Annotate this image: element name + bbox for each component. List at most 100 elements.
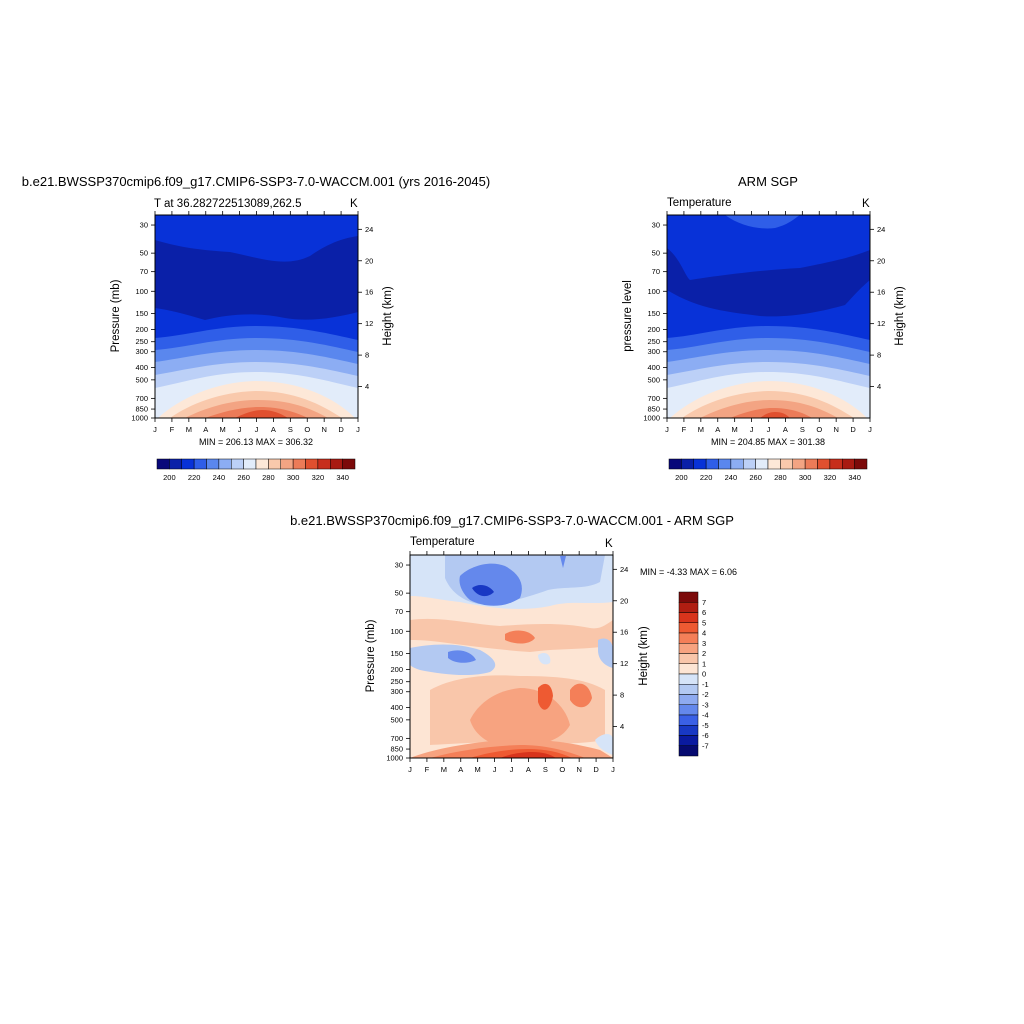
colorbar: 200 220 240 260 280 300 320 340: [668, 458, 868, 482]
month-tick-label: M: [186, 425, 192, 434]
pressure-tick-label: 100: [647, 287, 660, 296]
colorbar-box: [678, 602, 699, 613]
colorbar-label: 0: [702, 670, 706, 679]
height-tick-label: 20: [365, 256, 373, 265]
month-tick-label: D: [593, 765, 599, 774]
pressure-tick-label: 850: [647, 405, 660, 414]
pressure-tick-label: 400: [135, 363, 148, 372]
month-tick-label: A: [203, 425, 208, 434]
pressure-tick-label: 150: [390, 649, 403, 658]
month-tick-label: M: [475, 765, 481, 774]
pressure-tick-label: 400: [647, 363, 660, 372]
month-tick-label: J: [493, 765, 497, 774]
colorbar-box: [678, 643, 699, 654]
month-tick-label: S: [543, 765, 548, 774]
colorbar-box: [678, 684, 699, 695]
pressure-tick-label: 70: [140, 267, 148, 276]
month-tick-label: F: [170, 425, 175, 434]
month-tick-label: J: [767, 425, 771, 434]
height-tick-label: 12: [620, 659, 628, 668]
month-tick-label: F: [682, 425, 687, 434]
colorbar-label: 2: [702, 649, 706, 658]
month-tick-label: J: [408, 765, 412, 774]
height-tick-label: 16: [365, 288, 373, 297]
contour-field: [667, 215, 870, 418]
pressure-tick-label: 30: [395, 561, 403, 570]
colorbar-box: [804, 458, 818, 470]
colorbar-label: 300: [799, 473, 812, 482]
panel-title: b.e21.BWSSP370cmip6.f09_g17.CMIP6-SSP3-7…: [22, 174, 490, 189]
y-axis-right-label: Height (km): [382, 286, 394, 346]
month-tick-label: M: [441, 765, 447, 774]
pressure-tick-label: 300: [647, 347, 660, 356]
units-label: K: [605, 538, 613, 550]
month-tick-label: N: [576, 765, 581, 774]
month-tick-label: S: [800, 425, 805, 434]
units-label: K: [862, 198, 870, 210]
colorbar-box: [854, 458, 868, 470]
colorbar-box: [705, 458, 719, 470]
height-tick-label: 4: [877, 382, 881, 391]
colorbar-box: [678, 663, 699, 675]
month-tick-label: A: [783, 425, 788, 434]
colorbar-box: [243, 458, 257, 470]
colorbar-box: [668, 458, 682, 470]
height-tick-label: 20: [620, 596, 628, 605]
pressure-tick-label: 1000: [386, 754, 403, 763]
pressure-tick-label: 30: [140, 221, 148, 230]
colorbar-label: 3: [702, 639, 706, 648]
min-max-label: MIN = 206.13 MAX = 306.32: [199, 437, 313, 447]
panel-model: b.e21.BWSSP370cmip6.f09_g17.CMIP6-SSP3-7…: [22, 174, 490, 482]
pressure-tick-label: 700: [135, 394, 148, 403]
colorbar-label: 200: [675, 473, 688, 482]
month-tick-label: N: [321, 425, 326, 434]
colorbar-box: [678, 591, 699, 603]
colorbar-box: [718, 458, 732, 470]
colorbar-label: -5: [702, 721, 709, 730]
height-tick-label: 4: [365, 382, 369, 391]
month-tick-label: A: [526, 765, 531, 774]
colorbar-label: 4: [702, 629, 706, 638]
colorbar-box: [767, 458, 781, 470]
colorbar-box: [342, 458, 356, 470]
pressure-tick-label: 250: [647, 337, 660, 346]
field-label: T at 36.282722513089,262.5: [154, 198, 302, 210]
month-tick-label: O: [559, 765, 565, 774]
height-tick-label: 8: [365, 351, 369, 360]
colorbar-box: [218, 458, 232, 470]
colorbar-box: [317, 458, 331, 470]
height-tick-label: 12: [365, 319, 373, 328]
colorbar-box: [829, 458, 843, 470]
colorbar-label: 1: [702, 659, 706, 668]
colorbar-box: [678, 735, 699, 746]
pressure-tick-label: 30: [652, 221, 660, 230]
month-tick-label: J: [153, 425, 157, 434]
contour-field: [155, 215, 358, 418]
pressure-tick-label: 1000: [643, 414, 660, 423]
colorbar-box: [292, 458, 306, 470]
colorbar-box: [730, 458, 744, 470]
colorbar-label: 240: [725, 473, 738, 482]
month-tick-label: J: [611, 765, 615, 774]
month-tick-label: F: [425, 765, 430, 774]
height-tick-label: 16: [877, 288, 885, 297]
colorbar-label: 300: [287, 473, 300, 482]
pressure-tick-label: 500: [135, 375, 148, 384]
colorbar-box: [181, 458, 195, 470]
month-tick-label: J: [356, 425, 360, 434]
pressure-tick-label: 200: [647, 325, 660, 334]
colorbar-box: [678, 704, 699, 716]
y-axis-right-label: Height (km): [894, 286, 906, 346]
pressure-tick-label: 70: [652, 267, 660, 276]
colorbar-box: [280, 458, 294, 470]
pressure-tick-label: 850: [390, 745, 403, 754]
colorbar-box: [743, 458, 756, 470]
pressure-tick-label: 150: [135, 309, 148, 318]
colorbar-box: [678, 725, 699, 736]
month-tick-label: D: [338, 425, 344, 434]
panel-obs: ARM SGP Temperature K 30 50 70 100 150 200 250…: [622, 174, 906, 482]
colorbar-box: [693, 458, 707, 470]
min-max-label: MIN = 204.85 MAX = 301.38: [711, 437, 825, 447]
